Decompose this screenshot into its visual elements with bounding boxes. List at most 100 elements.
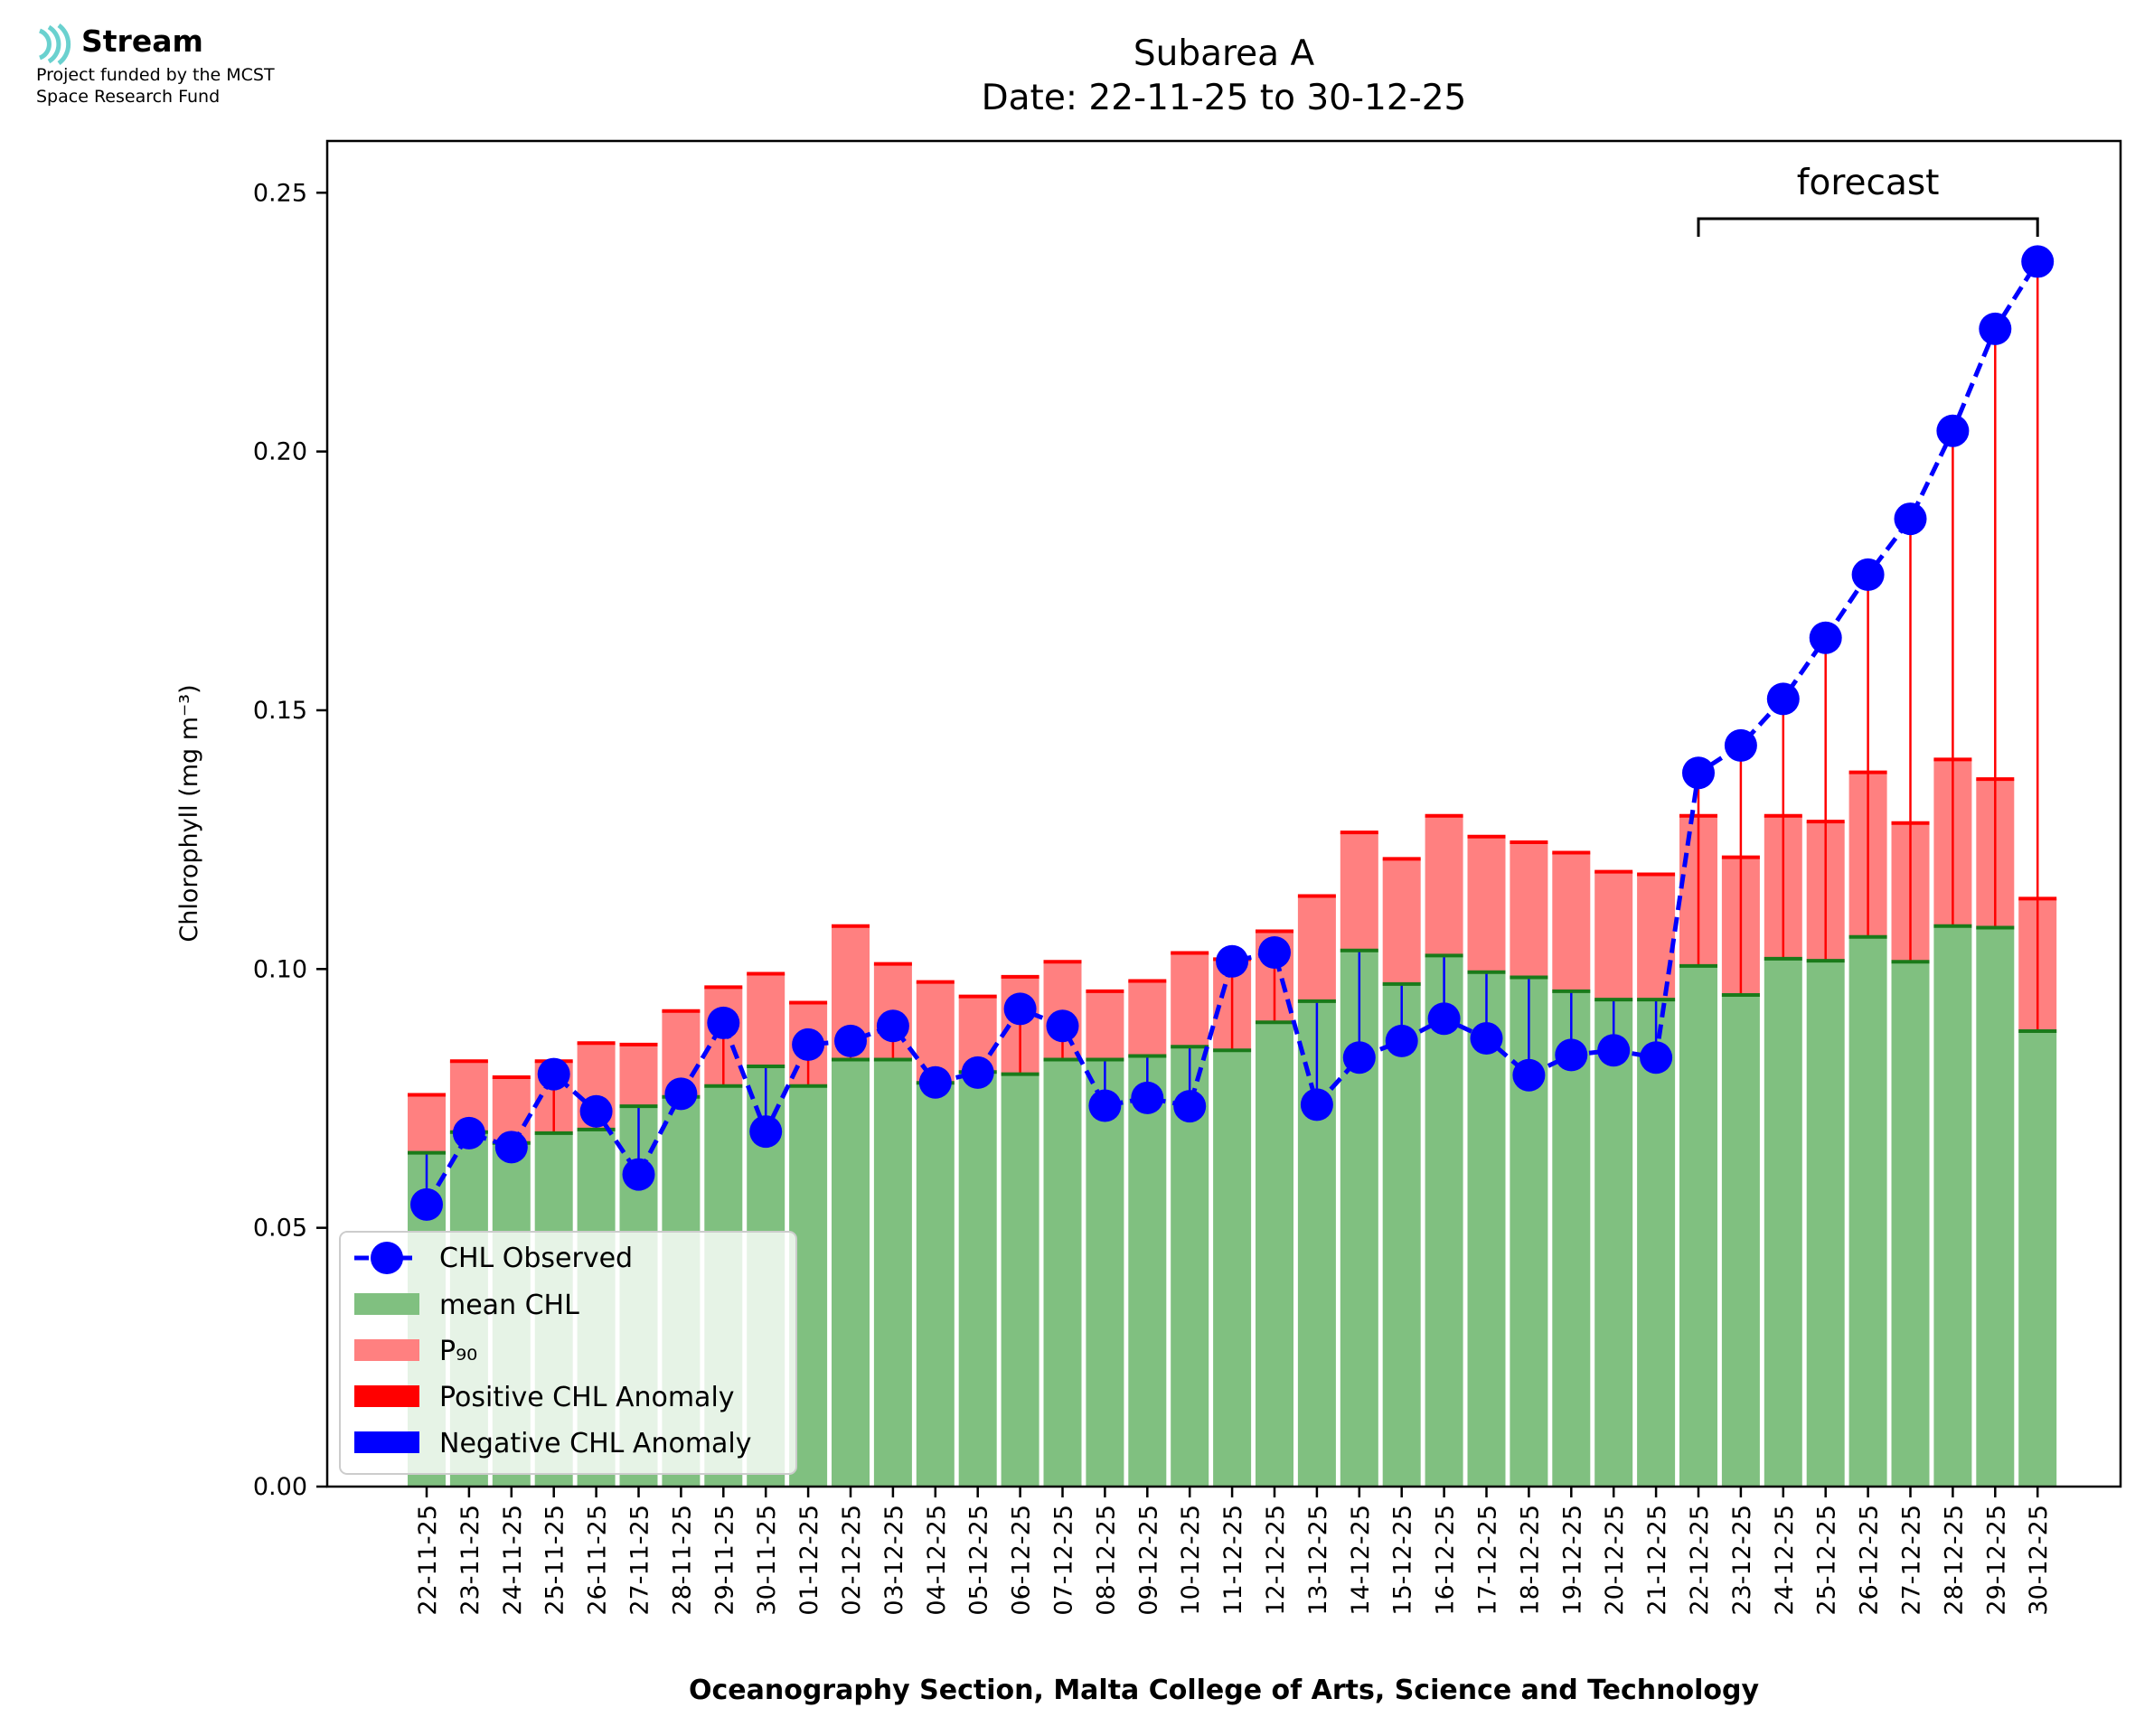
legend-positive-anomaly-swatch	[354, 1385, 419, 1407]
mean-bar	[1806, 961, 1845, 1487]
observed-point	[834, 1024, 867, 1057]
observed-point	[537, 1057, 570, 1091]
x-tick-label: 29-11-25	[710, 1505, 738, 1616]
observed-point	[1003, 992, 1037, 1026]
legend: CHL Observed mean CHL P₉₀ Positive CHL A…	[339, 1231, 797, 1475]
observed-point	[1555, 1038, 1588, 1072]
chart-title: Subarea A	[1133, 33, 1315, 74]
x-tick-label: 24-11-25	[499, 1505, 527, 1616]
x-tick-label: 17-12-25	[1474, 1505, 1502, 1616]
p90-bar	[1086, 990, 1124, 1060]
observed-point	[622, 1158, 655, 1191]
observed-point	[1766, 682, 1800, 716]
x-tick-label: 24-12-25	[1771, 1505, 1799, 1616]
legend-negative-anomaly-swatch	[354, 1431, 419, 1453]
legend-observed-marker	[371, 1242, 403, 1274]
p90-bar	[1552, 852, 1591, 991]
mean-bar	[1721, 994, 1760, 1487]
x-tick-label: 19-12-25	[1558, 1505, 1586, 1616]
legend-mean-swatch	[354, 1293, 419, 1315]
observed-point	[961, 1056, 994, 1089]
x-tick-label: 06-12-25	[1008, 1505, 1036, 1616]
observed-point	[1470, 1022, 1503, 1056]
chart-subtitle: Date: 22-11-25 to 30-12-25	[982, 78, 1467, 118]
observed-point	[876, 1009, 909, 1043]
mean-bar	[916, 1083, 955, 1487]
mean-bar	[1256, 1022, 1293, 1487]
observed-point	[1597, 1034, 1631, 1067]
x-tick-label: 26-12-25	[1856, 1505, 1884, 1616]
mean-bar	[1976, 927, 2015, 1487]
observed-point	[792, 1028, 825, 1061]
mean-bar	[1086, 1059, 1124, 1487]
x-axis-label: Oceanography Section, Malta College of A…	[689, 1675, 1760, 1706]
observed-point	[1936, 414, 1970, 447]
legend-p90-swatch	[354, 1339, 419, 1361]
observed-point	[410, 1187, 443, 1221]
y-tick-label: 0.20	[253, 438, 307, 466]
observed-point	[1046, 1009, 1079, 1043]
x-tick-label: 28-11-25	[668, 1505, 696, 1616]
forecast-label: forecast	[1797, 163, 1940, 203]
x-tick-label: 21-12-25	[1643, 1505, 1671, 1616]
forecast-bracket: forecast	[1697, 163, 2039, 237]
mean-bar	[1467, 971, 1506, 1487]
mean-bar	[1933, 925, 1972, 1487]
x-tick-label: 12-12-25	[1262, 1505, 1290, 1616]
x-tick-label: 14-12-25	[1347, 1505, 1375, 1616]
mean-bar	[1594, 999, 1633, 1487]
x-tick-label: 16-12-25	[1432, 1505, 1460, 1616]
observed-point	[1131, 1081, 1164, 1114]
y-tick-label: 0.05	[253, 1215, 307, 1243]
p90-bar	[1340, 832, 1378, 951]
p90-bar	[1425, 815, 1463, 956]
mean-bar	[1891, 962, 1930, 1487]
x-tick-label: 30-11-25	[753, 1505, 781, 1616]
legend-frame	[339, 1231, 797, 1475]
mean-bar	[1764, 958, 1802, 1487]
observed-point	[1173, 1090, 1207, 1123]
observed-point	[1682, 756, 1715, 790]
legend-observed-label: CHL Observed	[439, 1243, 633, 1274]
observed-point	[1512, 1058, 1546, 1092]
x-tick-label: 23-11-25	[456, 1505, 484, 1616]
x-tick-label: 10-12-25	[1177, 1505, 1205, 1616]
legend-positive-anomaly-label: Positive CHL Anomaly	[439, 1382, 735, 1413]
observed-point	[1088, 1089, 1122, 1122]
legend-mean-label: mean CHL	[439, 1290, 579, 1321]
p90-bar	[1637, 874, 1676, 1000]
p90-bar	[1382, 859, 1421, 984]
mean-bar	[1679, 965, 1717, 1487]
x-tick-label: 13-12-25	[1304, 1505, 1332, 1616]
observed-point	[1427, 1002, 1461, 1036]
observed-point	[494, 1131, 528, 1164]
x-tick-label: 27-12-25	[1898, 1505, 1926, 1616]
mean-bar	[1213, 1050, 1252, 1487]
observed-point	[664, 1077, 698, 1111]
observed-point	[749, 1115, 783, 1149]
mean-bar	[1001, 1074, 1039, 1487]
p90-bar	[1297, 896, 1336, 1001]
x-tick-label: 02-12-25	[838, 1505, 866, 1616]
observed-point	[1216, 944, 1249, 978]
x-tick-label: 26-11-25	[584, 1505, 612, 1616]
logo-name: Stream	[81, 23, 203, 59]
stream-logo-icon	[38, 23, 71, 65]
y-tick-label: 0.25	[253, 179, 307, 207]
mean-bar	[1425, 955, 1463, 1487]
x-tick-label: 28-12-25	[1940, 1505, 1968, 1616]
x-tick-label: 15-12-25	[1389, 1505, 1417, 1616]
x-tick-label: 23-12-25	[1728, 1505, 1756, 1616]
mean-bar	[1637, 999, 1676, 1487]
x-tick-label: 29-12-25	[1982, 1505, 2010, 1616]
p90-bar	[619, 1044, 658, 1107]
observed-point	[1724, 728, 1757, 762]
observed-point	[1258, 935, 1291, 969]
observed-point	[1385, 1024, 1418, 1057]
x-tick-label: 20-12-25	[1601, 1505, 1629, 1616]
x-tick-label: 18-12-25	[1516, 1505, 1544, 1616]
p90-bar	[1510, 841, 1548, 978]
p90-bar	[747, 973, 785, 1066]
observed-point	[1640, 1041, 1673, 1074]
x-tick-label: 01-12-25	[795, 1505, 823, 1616]
